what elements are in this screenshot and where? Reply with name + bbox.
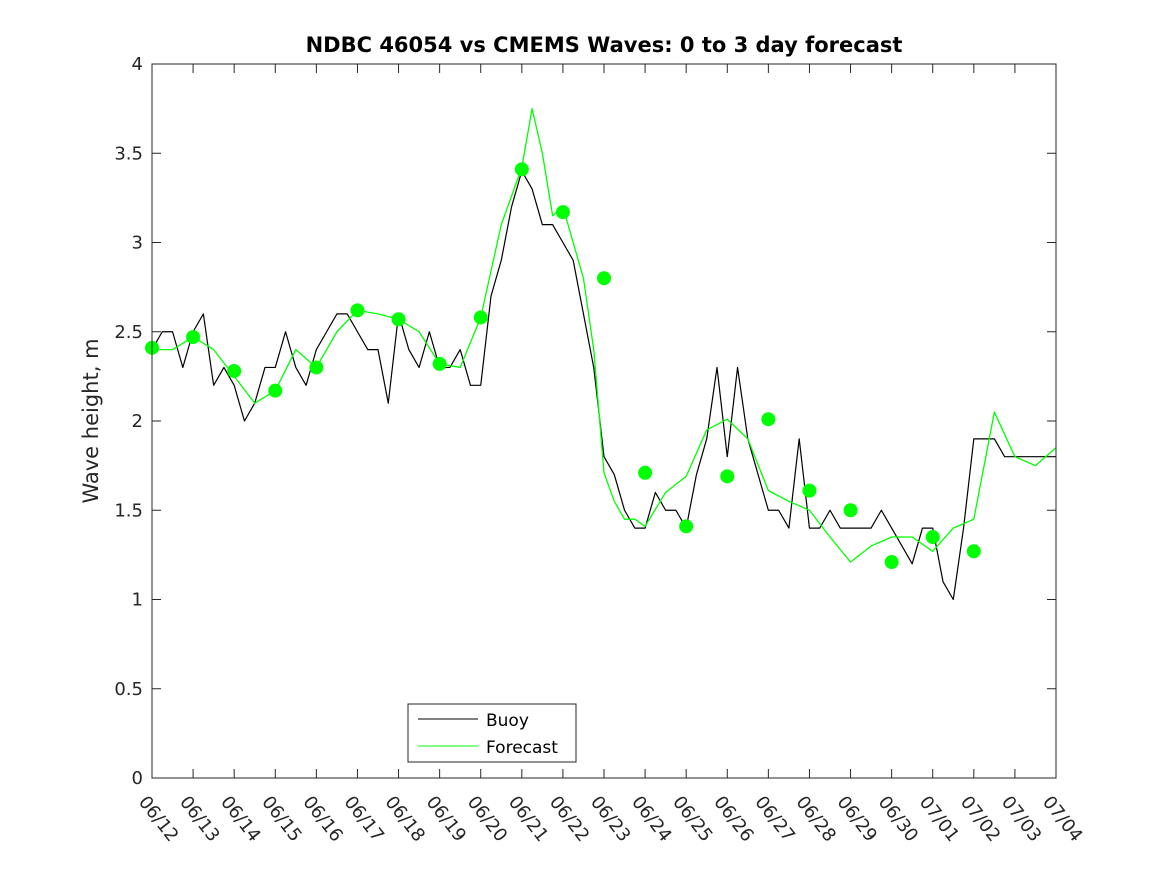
forecast-marker [966, 544, 981, 559]
y-tick-label: 2 [132, 411, 143, 432]
forecast-marker [679, 519, 694, 534]
forecast-line [152, 107, 1057, 563]
forecast-marker [925, 530, 940, 545]
y-tick-label: 4 [132, 54, 143, 75]
forecast-marker [473, 310, 488, 325]
forecast-marker [720, 469, 735, 484]
forecast-marker [350, 303, 365, 318]
y-tick-label: 3 [132, 233, 143, 254]
forecast-marker [391, 312, 406, 327]
plot-area [152, 64, 1056, 778]
y-tick-label: 0.5 [114, 679, 143, 700]
y-axis-label: Wave height, m [79, 338, 103, 503]
buoy-line [151, 170, 1056, 601]
legend-buoy-label: Buoy [486, 711, 529, 731]
plot-frame [151, 63, 1057, 779]
forecast-marker [309, 360, 324, 375]
forecast-marker [268, 383, 283, 398]
y-tick-label: 0 [132, 768, 143, 789]
y-tick-label: 3.5 [114, 143, 143, 164]
y-tick-label: 1.5 [114, 500, 143, 521]
forecast-marker [555, 205, 570, 220]
y-tick-label: 2.5 [114, 322, 143, 343]
legend-box [407, 703, 577, 763]
forecast-marker [432, 356, 447, 371]
forecast-marker [514, 162, 529, 177]
series-layer [151, 107, 1057, 601]
forecast-marker [227, 364, 242, 379]
forecast-marker [186, 330, 201, 345]
legend-forecast-label: Forecast [486, 738, 558, 758]
forecast-markers [145, 162, 981, 570]
forecast-marker [884, 555, 899, 570]
forecast-marker [597, 271, 611, 286]
forecast-marker [638, 465, 653, 480]
chart-title: NDBC 46054 vs CMEMS Waves: 0 to 3 day fo… [306, 33, 903, 57]
forecast-marker [802, 483, 817, 498]
forecast-marker [843, 503, 858, 518]
y-tick-labels: 0 0.5 1 1.5 2 2.5 3 3.5 4 [114, 54, 143, 789]
forecast-marker [761, 412, 776, 427]
legend: Buoy Forecast [407, 703, 577, 763]
y-tick-label: 1 [132, 590, 143, 611]
